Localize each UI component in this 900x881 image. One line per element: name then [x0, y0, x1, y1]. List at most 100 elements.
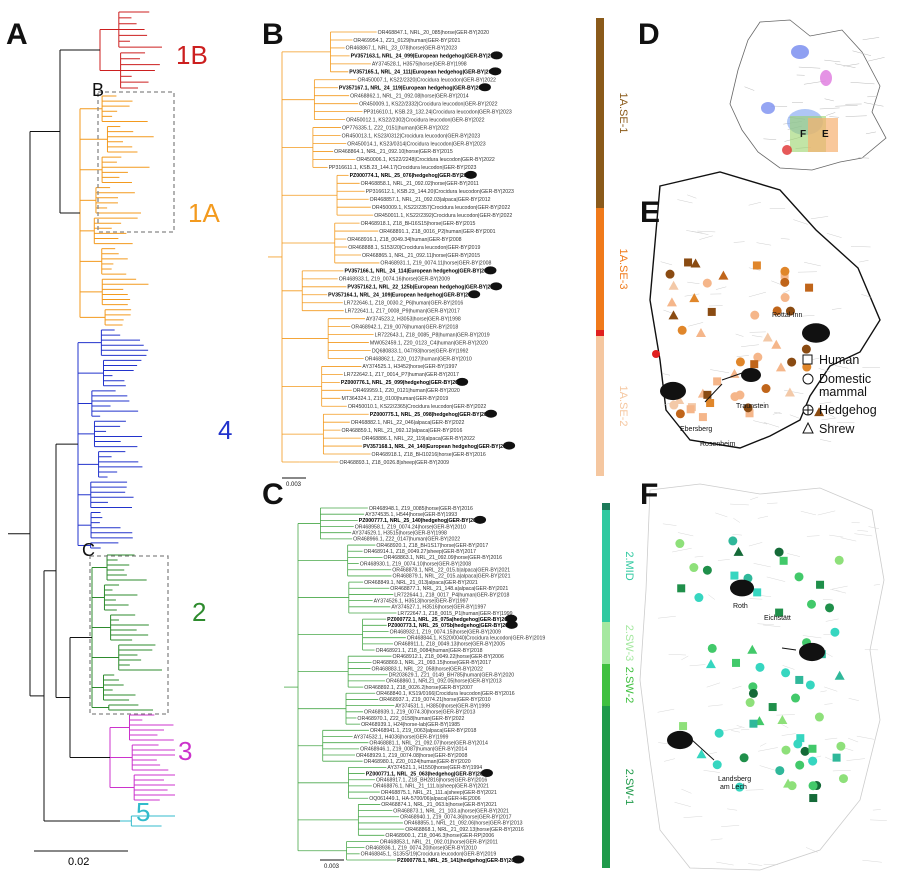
tree-leaf-label: PV357166.1, NRL_24_114|European hedgehog…	[344, 269, 492, 275]
tree-leaf-label: OR468879.1, NRL_22_015.a|alpaca|GER-BY|2…	[393, 574, 511, 580]
tree-leaf-label: OR468847.1, NRL_20_085|horse|GER-BY|2020	[378, 30, 489, 36]
tree-leaf-label: PZ000778.1, NRL_25_141|hedgehog|GER-BY|2…	[397, 858, 520, 864]
hedgehog-icon	[456, 377, 469, 386]
tree-leaf-label: OR468853.1, NRL_21_092.01|horse|GER-BY|2…	[380, 839, 498, 845]
tree-leaf-label: OR468948.1, Z19_0085|horse|GER-BY|2016	[369, 506, 473, 512]
tree-leaf-label: OR469959.1, Z20_0121|human|GER-BY|2020	[353, 388, 460, 394]
tree-leaf-label: OR450007.1, KS22/2320|Crocidura leucodon…	[357, 78, 496, 84]
tree-leaf-label: PZ000777.1, NRL_25_140|hedgehog|GER-BY|2…	[359, 518, 482, 524]
tree-leaf-label: PV357167.1, NRL_24_119|European hedgehog…	[339, 86, 487, 92]
sample-marker	[787, 781, 797, 791]
sample-marker	[677, 584, 686, 593]
hedgehog-icon	[660, 381, 686, 401]
sample-marker	[771, 339, 782, 349]
inset-box-b	[97, 91, 175, 233]
sample-marker	[666, 297, 677, 307]
sample-marker	[707, 307, 716, 316]
tree-leaf-label: MW052459.1, Z20_0123_C4|human|GER-BY|202…	[370, 340, 488, 346]
map-place-label: Traunstein	[736, 403, 769, 410]
sample-marker	[706, 399, 715, 408]
tree-leaf-label: LR722646.1, Z18_0030.2_P6|human|GER-BY|2…	[344, 301, 464, 307]
sample-marker	[781, 668, 791, 678]
sample-marker	[774, 547, 784, 557]
tree-leaf-label: OR468921.1, Z18_0084|human|GER-BY|2018	[376, 648, 483, 654]
tree-leaf-label: LR722641.1, Z17_0008_P9|human|GER-BY|201…	[345, 309, 460, 315]
tree-leaf-label: OR468937.1, Z19_0074.21|horse|GER-BY|201…	[379, 697, 490, 703]
hedgehog-icon	[464, 170, 477, 179]
tree-leaf-label: PV357165.1, NRL_24_111|European hedgehog…	[349, 70, 497, 76]
hedgehog-icon	[490, 282, 503, 291]
hedgehog-icon	[802, 323, 830, 343]
sample-marker	[793, 739, 803, 749]
sample-marker	[802, 362, 812, 372]
tree-leaf-label: OR468912.1, Z18_0049.22|horse|GER-BY|200…	[393, 654, 504, 660]
sample-marker	[753, 588, 762, 597]
sample-marker	[814, 407, 825, 417]
subclade-label: 1A.SE-1	[617, 93, 629, 134]
tree-leaf-label: OR468918.1, Z18_BH10216|horse|GER-BY|201…	[372, 452, 486, 458]
tree-leaf-label: PZ000773.1, NRL_25_075b|hedgehog|GER-BY|…	[388, 623, 514, 629]
tree-leaf-label: AY374525.1, H3452|horse|GER-BY|1997	[362, 364, 457, 370]
sample-marker	[787, 357, 797, 367]
tree-leaf-label: OR450009.1, KS22/2332|Crocidura leucodon…	[359, 101, 498, 107]
panel-a-letter: A	[6, 18, 28, 51]
tree-leaf-label: OR450010.1, KS22/2365|Crocidura leucodon…	[348, 404, 487, 410]
tree-leaf-label: OR468858.1, NRL_21_092.02|horse|GER-BY|2…	[361, 181, 479, 187]
scale-a-label: 0.02	[68, 856, 90, 868]
tree-leaf-label: OR468970.1, Z22_0158|human|GER-BY|2022	[357, 716, 464, 722]
tree-leaf-label: OR468862.1, NRL_21_092.08|horse|GER-BY|2…	[350, 94, 469, 100]
tree-leaf-label: OR468980.1, Z20_0124|human|GER-BY|2020	[364, 759, 471, 765]
sample-marker	[690, 258, 701, 268]
tree-leaf-label: OR468855.1, NRL_21_092.06|horse|GER-BY|2…	[404, 821, 523, 827]
sample-marker	[705, 659, 716, 669]
sample-marker	[775, 766, 785, 776]
hedgehog-icon	[741, 368, 761, 382]
tree-leaf-label: PP316612.1, KSB.23_144.20|Crocidura leuc…	[366, 189, 514, 195]
sample-marker	[785, 306, 795, 316]
tree-leaf-label: AY374532.1, H4036|horse|GER-BY|1999	[354, 734, 449, 740]
panel-f-letter: F	[640, 478, 659, 511]
tree-leaf-label: OR450011.1, KS22/2392|Crocidura leucodon…	[374, 213, 512, 219]
sample-marker	[791, 693, 801, 703]
sample-marker	[748, 682, 758, 692]
sample-marker	[729, 368, 740, 378]
tree-leaf-label: OR468958.1, Z19_0074.24|horse|GER-BY|201…	[355, 524, 466, 530]
tree-leaf-label: OR468929.1, Z19_0074.08|horse|GER-BY|200…	[356, 753, 467, 759]
sample-marker	[808, 781, 818, 791]
tree-leaf-label: OR468878.1, NRL_22_015.b|alpaca|GER-BY|2…	[392, 568, 510, 574]
sample-marker	[809, 794, 818, 803]
tree-leaf-label: OR468900.1, Z18_0046.3|horse|GER-RP|2006	[385, 833, 494, 839]
tree-leaf-label: OR450012.1, KS22/2302|Crocidura leucodon…	[346, 117, 485, 123]
hedgehog-icon	[478, 83, 491, 92]
sample-marker	[702, 565, 712, 575]
inset-f-label: F	[800, 129, 806, 140]
inset-e-label: E	[822, 129, 829, 140]
tree-leaf-label: OR468930.1, Z19_0074.10|horse|GER-BY|200…	[360, 561, 471, 567]
tree-leaf-label: AY374529.1, H3515|horse|GER-BY|1998	[352, 531, 447, 537]
tree-leaf-label: OR468886.1, NRL_22_119|alpaca|GER-BY|202…	[362, 436, 475, 442]
tree-leaf-label: OR468918.1, Z18_BH16S15|horse|GER-BY|201…	[361, 221, 476, 227]
tree-leaf-label: AY374527.1, H3516|horse|GER-BY|1997	[391, 605, 486, 611]
hedgehog-icon	[505, 620, 518, 629]
sample-marker	[730, 392, 740, 402]
tree-leaf-label: OR468892.1, Z18_0026.2|horse|GER-BY|2007	[364, 685, 473, 691]
tree-leaf-label: OR468868.1, NRL_21_092.13|horse|GER-BY|2…	[405, 827, 524, 833]
clade-label-4: 4	[218, 415, 233, 445]
sample-marker	[752, 261, 761, 270]
sample-marker	[669, 400, 679, 410]
map-place-label: Roth	[733, 603, 748, 610]
tree-leaf-label: OR468932.1, Z19_0074.15|horse|GER-BY|200…	[390, 629, 501, 635]
tree-leaf-label: OR450013.1, KS23/0312|Crocidura leucodon…	[342, 133, 481, 139]
tree-leaf-label: OR468882.1, NRL_22_046|alpaca|GER-BY|202…	[351, 420, 465, 426]
tree-leaf-label: PP316611.1, KSB.23_144.17|Crocidura leuc…	[329, 165, 477, 171]
inset-c-label: C	[82, 540, 95, 560]
panel-d-letter: D	[638, 18, 660, 51]
scale-label: 0.003	[286, 482, 302, 488]
subclade-bar	[602, 503, 610, 510]
legend-label: Hedgehog	[819, 403, 877, 417]
sample-marker	[780, 293, 790, 303]
tree-leaf-label: PZ000772.1, NRL_25_075a|hedgehog|GER-BY|…	[387, 617, 513, 623]
sample-marker	[686, 405, 695, 414]
sample-marker	[780, 277, 790, 287]
sample-marker	[733, 546, 744, 556]
